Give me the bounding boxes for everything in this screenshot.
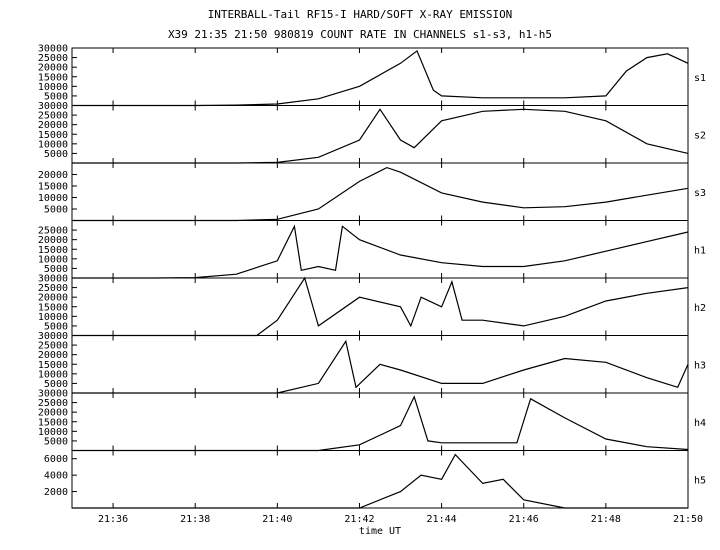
y-tick-label-h2-1: 10000 xyxy=(38,312,68,323)
y-tick-label-h1-2: 15000 xyxy=(38,245,68,256)
y-tick-label-h4-2: 15000 xyxy=(38,417,68,428)
y-tick-label-h4-3: 20000 xyxy=(38,408,68,419)
y-tick-label-h2-0: 5000 xyxy=(44,321,68,332)
series-line-h2 xyxy=(72,276,689,337)
y-tick-label-h3-5: 30000 xyxy=(38,331,68,342)
page-subtitle: X39 21:35 21:50 980819 COUNT RATE IN CHA… xyxy=(167,28,553,41)
panel-frame-s2 xyxy=(71,105,689,164)
y-tick-label-h5-0: 2000 xyxy=(44,487,68,498)
series-line-h1 xyxy=(72,224,689,279)
x-tick-label-5: 21:46 xyxy=(509,514,539,525)
series-line-h4 xyxy=(72,395,689,452)
series-line-h3 xyxy=(72,339,689,394)
x-tick-label-7: 21:50 xyxy=(673,514,703,525)
x-tick-label-2: 21:40 xyxy=(262,514,292,525)
y-tick-label-s1-0: 5000 xyxy=(44,91,68,102)
y-tick-label-s3-3: 20000 xyxy=(38,170,68,181)
y-tick-label-h3-0: 5000 xyxy=(44,379,68,390)
panel-label-h5: h5 xyxy=(694,475,706,486)
panel-label-h1: h1 xyxy=(694,245,706,256)
panel-frame-h2 xyxy=(71,277,689,336)
y-tick-label-h2-3: 20000 xyxy=(38,293,68,304)
y-tick-label-s2-0: 5000 xyxy=(44,149,68,160)
y-tick-label-s1-4: 25000 xyxy=(38,53,68,64)
panel-label-h4: h4 xyxy=(694,418,706,429)
y-tick-label-s2-2: 15000 xyxy=(38,130,68,141)
x-tick-label-0: 21:36 xyxy=(98,514,128,525)
y-tick-label-s1-5: 30000 xyxy=(38,44,68,55)
y-tick-label-h5-2: 6000 xyxy=(44,454,68,465)
panel-frame-h4 xyxy=(71,392,689,451)
y-tick-label-h4-5: 30000 xyxy=(38,389,68,400)
y-tick-label-s2-3: 20000 xyxy=(38,120,68,131)
panel-label-h3: h3 xyxy=(694,360,706,371)
panel-frame-h1 xyxy=(71,220,689,279)
y-tick-label-h1-3: 20000 xyxy=(38,235,68,246)
x-tick-label-3: 21:42 xyxy=(344,514,374,525)
y-tick-label-h3-1: 10000 xyxy=(38,369,68,380)
panel-label-s3: s3 xyxy=(694,188,706,199)
y-tick-label-s2-5: 30000 xyxy=(38,101,68,112)
page-title: INTERBALL-Tail RF15-I HARD/SOFT X-RAY EM… xyxy=(207,8,513,21)
series-line-h5 xyxy=(72,453,688,509)
x-axis-label: time UT xyxy=(359,526,401,537)
y-tick-label-h3-4: 25000 xyxy=(38,341,68,352)
y-tick-label-h2-2: 15000 xyxy=(38,302,68,313)
x-tick-label-4: 21:44 xyxy=(427,514,457,525)
y-tick-label-h5-1: 4000 xyxy=(44,471,68,482)
panel-frame-h5 xyxy=(71,450,689,509)
series-line-s1 xyxy=(72,49,689,107)
y-tick-label-h4-1: 10000 xyxy=(38,427,68,438)
y-tick-label-s2-1: 10000 xyxy=(38,139,68,150)
panel-label-s2: s2 xyxy=(694,130,706,141)
x-tick-label-6: 21:48 xyxy=(591,514,621,525)
y-tick-label-s1-3: 20000 xyxy=(38,63,68,74)
y-tick-label-h4-4: 25000 xyxy=(38,398,68,409)
y-tick-label-s1-2: 15000 xyxy=(38,72,68,83)
y-tick-label-s2-4: 25000 xyxy=(38,111,68,122)
y-tick-label-h3-3: 20000 xyxy=(38,350,68,361)
series-line-s3 xyxy=(72,166,689,222)
y-tick-label-h2-4: 25000 xyxy=(38,283,68,294)
panel-label-s1: s1 xyxy=(694,73,706,84)
y-tick-label-s3-0: 5000 xyxy=(44,205,68,216)
y-tick-label-s1-1: 10000 xyxy=(38,82,68,93)
y-tick-label-h4-0: 5000 xyxy=(44,436,68,447)
y-tick-label-h2-5: 30000 xyxy=(38,274,68,285)
y-tick-label-h1-0: 5000 xyxy=(44,264,68,275)
series-line-s2 xyxy=(72,108,689,164)
y-tick-label-h1-4: 25000 xyxy=(38,226,68,237)
y-tick-label-s3-2: 15000 xyxy=(38,182,68,193)
x-tick-label-1: 21:38 xyxy=(180,514,210,525)
y-tick-label-h1-1: 10000 xyxy=(38,254,68,265)
y-tick-label-h3-2: 15000 xyxy=(38,360,68,371)
y-tick-label-s3-1: 10000 xyxy=(38,193,68,204)
panel-label-h2: h2 xyxy=(694,303,706,314)
